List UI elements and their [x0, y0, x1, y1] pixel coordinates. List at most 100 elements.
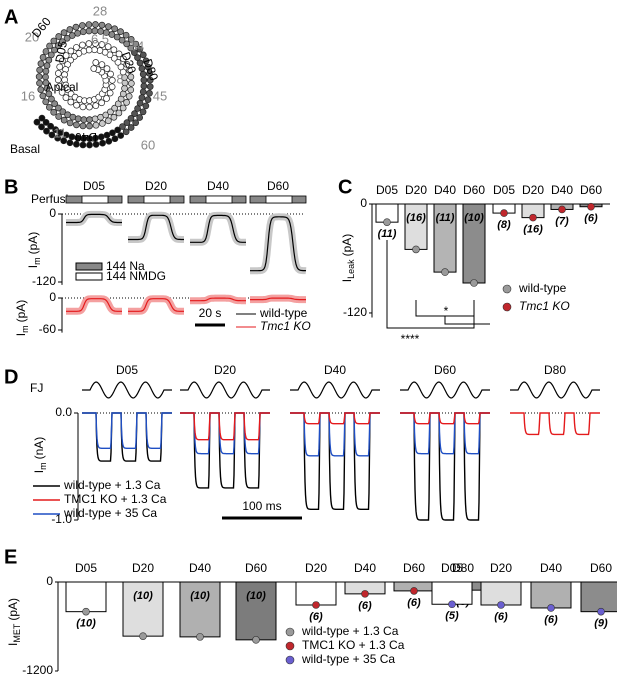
hair-cell	[55, 113, 63, 120]
hair-cell	[104, 43, 112, 50]
trace	[290, 412, 380, 510]
hair-cell	[111, 135, 119, 143]
panel-label: E	[4, 546, 17, 568]
n-label: (8)	[497, 219, 511, 231]
bar-mean-dot	[361, 590, 369, 598]
legend-label: 144 Na	[106, 259, 145, 273]
y-label-sub: Leak	[346, 259, 356, 279]
cochlea-label: 16	[21, 88, 35, 103]
hair-cell	[39, 92, 47, 100]
cochlea-label: D40	[75, 130, 97, 144]
cochlea-label: 45	[153, 88, 167, 103]
hair-cell	[105, 137, 113, 145]
hair-cell	[123, 61, 131, 68]
hair-cell	[127, 44, 135, 52]
x-tick-label: D05	[75, 561, 97, 575]
trace	[400, 412, 490, 521]
trace	[290, 412, 380, 457]
trace	[400, 412, 490, 425]
sig-label: *	[444, 304, 449, 318]
hair-cell	[111, 104, 119, 112]
x-tick-label: D60	[245, 561, 267, 575]
perfusion-nmdg	[205, 195, 233, 204]
x-tick-label: D40	[434, 183, 456, 197]
bar-mean-dot	[529, 213, 537, 222]
cochlea-label: 60	[141, 137, 155, 152]
hair-cell	[138, 94, 146, 101]
legend-marker	[285, 627, 295, 637]
legend-marker	[285, 655, 295, 665]
bar-mean-dot	[196, 633, 204, 641]
hair-cell	[69, 113, 77, 121]
y-tick-label: 0	[360, 196, 367, 210]
bar	[530, 581, 572, 609]
hair-cell	[59, 38, 66, 46]
trace	[510, 412, 600, 436]
hair-cell	[131, 49, 138, 56]
y-label-unit: (pA)	[26, 232, 40, 255]
bar-mean-dot	[470, 279, 478, 287]
n-label: (11)	[378, 228, 397, 240]
hair-cell	[43, 127, 50, 135]
hair-cell	[114, 100, 122, 108]
hair-cell	[136, 45, 144, 53]
cochlea-label: 28	[93, 3, 107, 18]
hair-cell	[146, 70, 153, 77]
hair-cell	[98, 61, 106, 68]
panel-label: D	[4, 366, 18, 388]
hair-cell	[117, 63, 125, 71]
legend-marker	[502, 302, 512, 312]
hair-cell	[79, 28, 87, 36]
hair-cell	[127, 35, 135, 43]
hair-cell	[85, 40, 93, 47]
bar	[404, 203, 428, 250]
legend-marker	[502, 284, 512, 294]
hair-cell	[42, 98, 50, 106]
sig-bracket	[386, 240, 475, 329]
trace-noise	[125, 211, 187, 243]
x-tick-label: D40	[540, 561, 562, 575]
hair-cell	[92, 141, 100, 148]
hair-cell	[120, 55, 127, 63]
trace	[290, 412, 380, 425]
hair-cell	[39, 54, 47, 61]
hair-cell	[54, 42, 62, 49]
bar	[122, 581, 164, 637]
cochlea-label: 11	[53, 125, 67, 140]
x-tick-label: D20	[132, 561, 154, 575]
legend-marker	[285, 641, 295, 651]
x-tick-label: D40	[551, 183, 573, 197]
hair-cell	[123, 40, 131, 48]
hair-cell	[110, 54, 118, 62]
hair-cell	[139, 88, 147, 96]
y-label-sub: MET	[12, 623, 22, 643]
bar-mean-dot	[547, 604, 555, 612]
hair-cell	[55, 104, 62, 112]
hair-cell	[123, 119, 131, 127]
n-label: (6)	[309, 611, 323, 623]
hair-cell	[92, 59, 100, 66]
stage-label: D05	[116, 363, 138, 377]
hair-cell	[79, 141, 87, 149]
bar-mean-dot	[448, 600, 456, 609]
hair-cell	[86, 103, 93, 111]
x-tick-label: D60	[463, 183, 485, 197]
hair-cell	[45, 56, 53, 64]
hair-cell	[115, 50, 123, 58]
bar-mean-dot	[558, 205, 566, 214]
trace	[180, 412, 270, 489]
hair-cell	[50, 108, 58, 116]
trace	[250, 297, 306, 301]
y-label-unit: (pA)	[6, 598, 20, 621]
panel-label: B	[4, 176, 18, 198]
hair-cell	[136, 99, 144, 107]
bar	[580, 581, 617, 613]
y-axis-label: Im (pA)	[14, 300, 30, 337]
legend-label: TMC1 KO + 1.3 Ca	[302, 638, 405, 652]
hair-cell	[86, 141, 93, 149]
legend-label: TMC1 KO + 1.3 Ca	[64, 492, 167, 506]
hair-cell	[59, 57, 66, 65]
legend-label: wild-type + 1.3 Ca	[63, 478, 161, 492]
hair-cell	[72, 23, 80, 31]
trace-noise	[125, 295, 187, 315]
